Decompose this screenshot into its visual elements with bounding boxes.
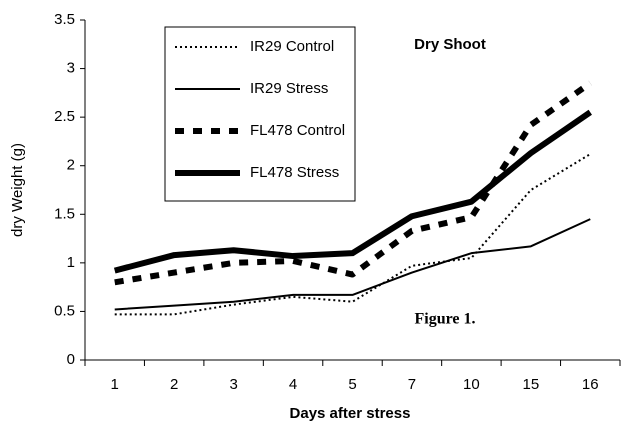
- x-tick-label: 15: [522, 376, 539, 393]
- chart-title: Dry Shoot: [414, 36, 486, 53]
- x-tick-label: 2: [170, 376, 178, 393]
- y-tick-label: 1: [67, 254, 75, 271]
- x-axis-label: Days after stress: [290, 405, 411, 422]
- x-tick-label: 1: [111, 376, 119, 393]
- x-tick-label: 3: [229, 376, 237, 393]
- x-tick-label: 4: [289, 376, 297, 393]
- legend-label: FL478 Stress: [250, 164, 339, 181]
- y-tick-label: 2.5: [54, 108, 75, 125]
- legend-label: IR29 Control: [250, 38, 334, 55]
- y-axis-label: dry Weight (g): [9, 143, 26, 237]
- y-tick-label: 3.5: [54, 11, 75, 28]
- annotation: Figure 1.: [414, 311, 475, 328]
- legend-label: FL478 Control: [250, 122, 345, 139]
- y-tick-label: 2: [67, 157, 75, 174]
- x-tick-label: 5: [348, 376, 356, 393]
- series-line: [113, 109, 592, 274]
- legend-label: IR29 Stress: [250, 80, 328, 97]
- series-line: [114, 80, 593, 286]
- x-tick-label: 10: [463, 376, 480, 393]
- series-line: [114, 218, 591, 311]
- y-tick-label: 1.5: [54, 205, 75, 222]
- y-tick-label: 0: [67, 351, 75, 368]
- x-tick-label: 16: [582, 376, 599, 393]
- y-tick-label: 3: [67, 60, 75, 77]
- y-tick-label: 0.5: [54, 302, 75, 319]
- x-tick-label: 7: [408, 376, 416, 393]
